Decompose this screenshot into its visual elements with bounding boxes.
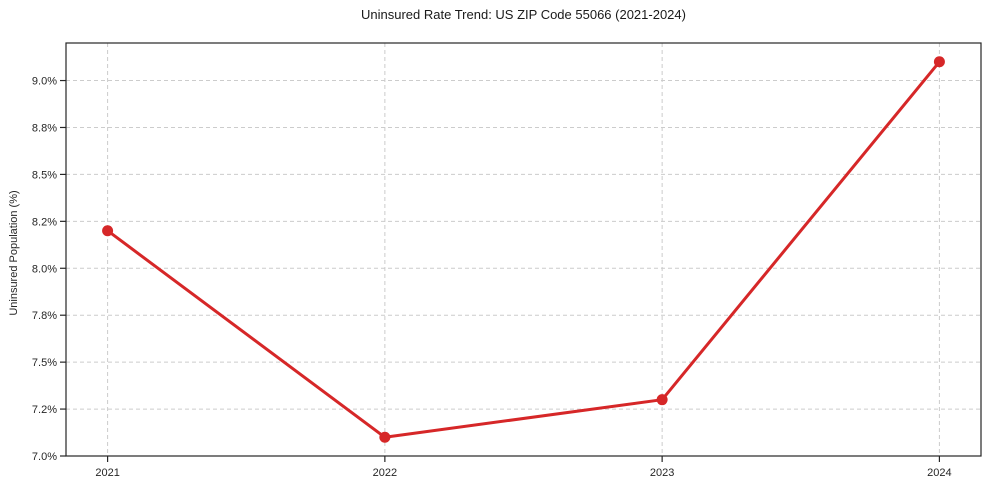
x-tick-label: 2024 bbox=[927, 467, 951, 479]
y-tick-label: 7.2% bbox=[32, 404, 57, 416]
y-tick-label: 8.5% bbox=[32, 169, 57, 181]
data-point bbox=[102, 225, 114, 237]
y-tick-label: 8.0% bbox=[32, 263, 57, 275]
x-tick-label: 2021 bbox=[95, 467, 119, 479]
y-tick-label: 7.8% bbox=[32, 310, 57, 322]
y-tick-label: 8.8% bbox=[32, 122, 57, 134]
plot-border bbox=[65, 42, 982, 457]
y-tick-label: 9.0% bbox=[32, 76, 57, 88]
y-tick-label: 7.5% bbox=[32, 357, 57, 369]
x-tick-label: 2022 bbox=[373, 467, 397, 479]
data-point bbox=[933, 56, 945, 68]
y-tick-label: 7.0% bbox=[32, 451, 57, 463]
data-point bbox=[656, 394, 668, 406]
x-tick-label: 2023 bbox=[650, 467, 674, 479]
trend-line bbox=[106, 60, 941, 439]
data-point bbox=[379, 431, 391, 443]
chart-title: Uninsured Rate Trend: US ZIP Code 55066 … bbox=[361, 7, 686, 22]
y-tick-label: 8.2% bbox=[32, 216, 57, 228]
